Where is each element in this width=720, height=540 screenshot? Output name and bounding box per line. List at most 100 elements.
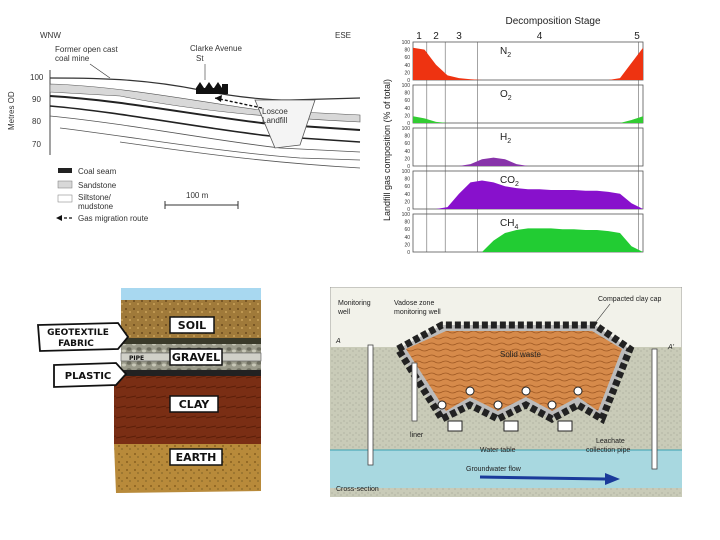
geotextile-tag: GEOTEXTILE FABRIC (37, 322, 130, 352)
y-tick-label: 0 (407, 121, 410, 127)
gas-arrow-head (215, 95, 222, 102)
geological-section-figure: WNW ESE 100 90 80 70 Metres OD Loscoe La… (7, 31, 361, 223)
gas-area-CH4 (413, 228, 643, 252)
legend-gas: Gas migration route (78, 214, 149, 223)
leachate-label-2: collection pipe (586, 447, 630, 454)
monitoring-well-label: Monitoring (338, 300, 371, 307)
y-tick-label: 40 (404, 106, 410, 112)
loscoe-label: Loscoe (262, 107, 288, 116)
groundwater-arrowhead (605, 473, 620, 485)
y-tick-label: 80 (404, 177, 410, 183)
y-tick-label: 80 (404, 220, 410, 226)
series-label-CO2: CO2 (500, 175, 519, 188)
vadose-label-2: monitoring well (394, 309, 441, 316)
y-tick-label: 100 (402, 169, 411, 175)
marker-a: A (335, 338, 341, 345)
leachate-pipes (437, 386, 583, 410)
liner-layers-figure: SOIL PIPE GRAVEL CLAY EARTH GEOTEXTILE F… (37, 288, 262, 493)
legend-coal: Coal seam (78, 167, 117, 176)
legend-siltstone-swatch (57, 194, 73, 203)
y-tick-label: 60 (404, 55, 410, 61)
y-tick-label: 80 (404, 134, 410, 140)
pipe-tag-label: PIPE (129, 355, 144, 362)
clarke-st-label: St (196, 54, 204, 63)
direction-right-label: ESE (335, 31, 351, 40)
chart-y-axis-label: Landfill gas composition (% of total) (382, 79, 392, 221)
gas-panel-frame-O2 (412, 84, 644, 124)
gas-area-N2 (413, 47, 643, 80)
series-label-CH4: CH4 (500, 218, 518, 231)
y-tick-label: 40 (404, 63, 410, 69)
y-tick-label: 40 (404, 192, 410, 198)
leachate-label: Leachate (596, 438, 625, 445)
y-tick-70: 70 (32, 140, 41, 149)
pipe-tag: PIPE (129, 355, 144, 362)
chart-title: Decomposition Stage (505, 16, 600, 27)
y-tick-label: 20 (404, 113, 410, 119)
y-axis-label: Metres OD (7, 91, 16, 130)
y-tick-label: 60 (404, 227, 410, 233)
gas-area-H2 (413, 157, 643, 166)
earth-tag-label: EARTH (176, 451, 217, 464)
plastic-layer (121, 370, 261, 376)
clarke-avenue-label: Clarke Avenue (190, 44, 242, 53)
monitoring-well-left (367, 344, 374, 466)
gas-area-O2 (413, 116, 643, 123)
series-label-O2: O2 (500, 89, 512, 102)
cross-section-caption: Cross-section (336, 486, 379, 493)
water-table-label: Water table (480, 447, 516, 454)
y-tick-100: 100 (30, 73, 44, 82)
y-tick-label: 0 (407, 250, 410, 256)
sky-layer (121, 288, 261, 300)
y-tick-label: 100 (402, 40, 411, 46)
series-label-N2: N2 (500, 46, 511, 59)
y-tick-label: 20 (404, 70, 410, 76)
vadose-well (411, 362, 418, 422)
soil-tag: SOIL (169, 316, 215, 334)
scale-label: 100 m (186, 191, 209, 200)
direction-left-label: WNW (40, 31, 61, 40)
sump-1 (447, 420, 463, 432)
stage-label-2: 2 (433, 31, 439, 42)
y-tick-90: 90 (32, 95, 41, 104)
groundwater-label: Groundwater flow (466, 466, 522, 473)
y-tick-label: 0 (407, 78, 410, 84)
y-tick-label: 60 (404, 141, 410, 147)
monitoring-well-right (651, 348, 658, 470)
coal-seam-1 (49, 95, 361, 131)
legend-siltstone: Siltstone/ (78, 193, 112, 202)
y-tick-label: 100 (402, 126, 411, 132)
y-tick-label: 0 (407, 207, 410, 213)
stage-label-4: 4 (537, 31, 543, 42)
legend-mudstone: mudstone (78, 202, 114, 211)
stage-label-5: 5 (634, 31, 640, 42)
y-tick-label: 100 (402, 212, 411, 218)
landfill-cross-section-panel: Monitoring well Vadose zone monitoring w… (329, 286, 683, 498)
geotextile-tag-label-2: FABRIC (58, 339, 94, 349)
y-tick-label: 100 (402, 83, 411, 89)
strata-line-2 (59, 127, 361, 161)
clay-tag-label: CLAY (179, 398, 211, 411)
y-tick-label: 20 (404, 242, 410, 248)
legend-sandstone-swatch (57, 180, 73, 189)
y-tick-label: 80 (404, 91, 410, 97)
strata-line-3 (119, 141, 361, 169)
geotextile-layer (121, 338, 261, 344)
gas-panel-frame-H2 (412, 127, 644, 167)
landfill-body (254, 99, 316, 149)
gas-panel-frame-N2 (412, 41, 644, 81)
legend-gas-arrowhead (56, 215, 62, 221)
gravel-tag: GRAVEL (169, 348, 223, 366)
sump-3 (557, 420, 573, 432)
strata-line-1 (49, 115, 361, 153)
stage-label-3: 3 (456, 31, 462, 42)
legend-coal-swatch (58, 168, 72, 173)
y-tick-label: 60 (404, 98, 410, 104)
gas-area-CO2 (413, 180, 643, 209)
groundwater-zone (330, 450, 682, 488)
gas-migration-arrow (214, 97, 263, 109)
y-tick-label: 40 (404, 149, 410, 155)
coal-seam-2 (49, 105, 361, 143)
marker-a-prime: A' (667, 344, 675, 351)
